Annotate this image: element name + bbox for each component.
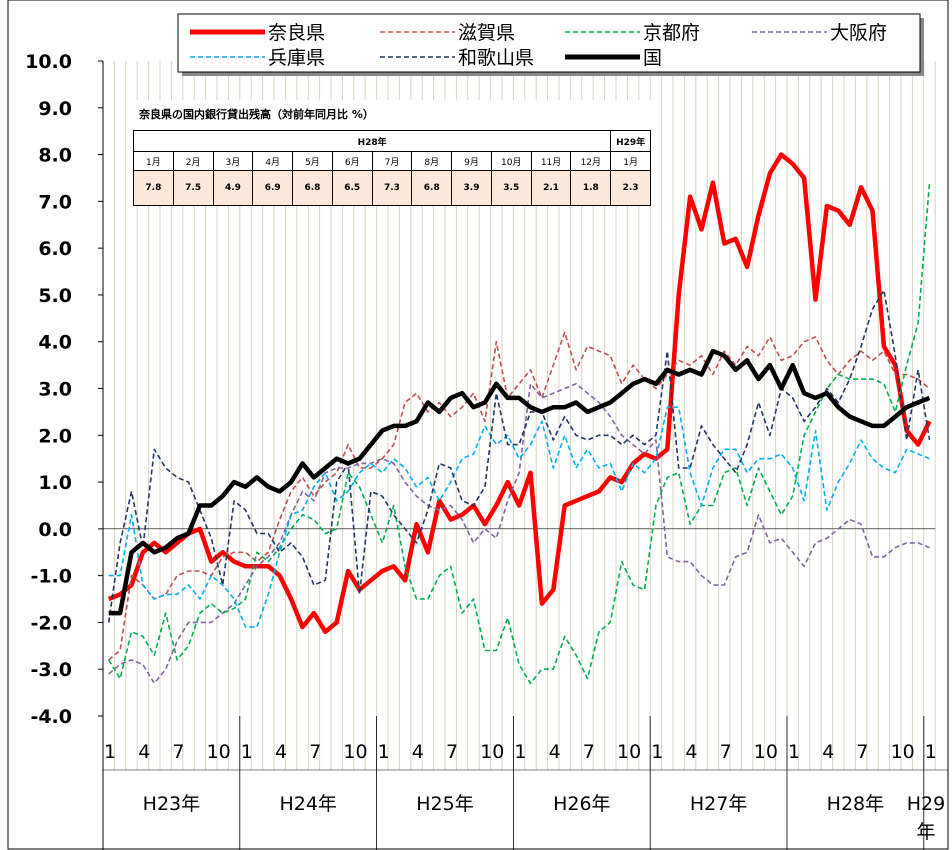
- table-month: 8月: [411, 151, 453, 171]
- table-month: 1月: [610, 151, 651, 171]
- x-tick-label: 1: [651, 741, 663, 763]
- y-tick-label: 7.0: [38, 191, 72, 213]
- table-month: 3月: [212, 151, 254, 171]
- table-value: 6.5: [331, 170, 373, 206]
- table-value: 3.5: [490, 170, 532, 206]
- x-tick-label: 1: [378, 741, 390, 763]
- x-tick-label: 1: [788, 741, 800, 763]
- table-value: 3.9: [451, 170, 492, 206]
- table-month: 7月: [371, 151, 413, 171]
- year-label: H25年: [416, 793, 473, 815]
- year-label: H28年: [827, 793, 884, 815]
- table-month: 2月: [172, 151, 214, 171]
- table-value: 2.3: [610, 170, 651, 206]
- x-tick-label: 1: [241, 741, 253, 763]
- year-label: H26年: [553, 793, 610, 815]
- y-tick-label: 0.0: [38, 519, 72, 541]
- table-value: 7.3: [371, 170, 413, 206]
- table-month: 11月: [530, 151, 572, 171]
- legend-label: 和歌山県: [458, 47, 534, 69]
- table-value: 2.1: [530, 170, 572, 206]
- table-header: H28年: [132, 130, 612, 152]
- x-tick-label: 7: [446, 741, 458, 763]
- y-tick-label: 5.0: [38, 285, 72, 307]
- table-value: 7.5: [172, 170, 214, 206]
- x-tick-label: 4: [822, 741, 834, 763]
- table-month: 4月: [252, 151, 294, 171]
- series-line: [108, 331, 931, 661]
- series-line: [108, 348, 931, 616]
- y-tick-label: 3.0: [38, 379, 72, 401]
- table-month: 12月: [570, 151, 612, 171]
- table-month: 10月: [490, 151, 532, 171]
- inset-title: 奈良県の国内銀行貸出残高（対前年同月比 %）: [139, 108, 374, 121]
- x-tick-label: 1: [925, 741, 937, 763]
- y-tick-label: 10.0: [25, 51, 72, 73]
- table-month: 5月: [292, 151, 333, 171]
- x-tick-label: 4: [685, 741, 697, 763]
- legend-box: [177, 13, 921, 73]
- table-value: 7.8: [133, 170, 174, 206]
- legend-label: 大阪府: [830, 22, 887, 44]
- x-tick-label: 7: [720, 741, 732, 763]
- x-tick-label: 10: [617, 741, 641, 763]
- legend-label: 奈良県: [268, 22, 325, 44]
- table-value: 6.8: [411, 170, 453, 206]
- y-tick-label: 2.0: [38, 425, 72, 447]
- y-tick-label: 1.0: [38, 472, 72, 494]
- x-tick-label: 4: [549, 741, 561, 763]
- year-label: H23年: [143, 793, 200, 815]
- y-tick-label: 8.0: [38, 145, 72, 167]
- x-tick-label: 7: [583, 741, 595, 763]
- year-label: H24年: [279, 793, 336, 815]
- frame: [7, 0, 949, 850]
- x-tick-label: 4: [412, 741, 424, 763]
- x-tick-label: 1: [514, 741, 526, 763]
- x-tick-label: 10: [480, 741, 504, 763]
- legend-label: 京都府: [643, 22, 700, 44]
- table-value: 4.9: [212, 170, 254, 206]
- y-tick-label: -2.0: [30, 612, 72, 634]
- x-tick-label: 7: [309, 741, 321, 763]
- series-line: [107, 152, 932, 635]
- table-month: 9月: [451, 151, 492, 171]
- x-tick-label: 10: [343, 741, 367, 763]
- series-line: [108, 406, 930, 628]
- y-tick-label: -4.0: [30, 706, 72, 728]
- inset-table: 奈良県の国内銀行貸出残高（対前年同月比 %） H28年 H29年 1月 2月 3月 4月…: [132, 100, 651, 206]
- x-tick-label: 10: [754, 741, 778, 763]
- y-tick-label: 6.0: [38, 238, 72, 260]
- year-label: H29年: [906, 793, 946, 843]
- series-line: [107, 289, 931, 623]
- table-month: 1月: [133, 151, 174, 171]
- x-tick-label: 10: [207, 741, 231, 763]
- series-line: [108, 182, 931, 685]
- y-tick-label: -3.0: [30, 659, 72, 681]
- table-month: 6月: [331, 151, 373, 171]
- series-line: [108, 382, 930, 685]
- table-header: H29年: [610, 130, 651, 152]
- table-value: 6.9: [252, 170, 294, 206]
- y-tick-label: 9.0: [38, 98, 72, 120]
- x-tick-label: 4: [275, 741, 287, 763]
- x-tick-label: 7: [172, 741, 184, 763]
- y-tick-label: 4.0: [38, 332, 72, 354]
- x-tick-label: 7: [856, 741, 868, 763]
- year-label: H27年: [690, 793, 747, 815]
- x-tick-label: 1: [104, 741, 116, 763]
- legend-label: 滋賀県: [458, 22, 515, 44]
- y-tick-label: -1.0: [30, 566, 72, 588]
- x-tick-label: 10: [891, 741, 915, 763]
- table-value: 6.8: [292, 170, 333, 206]
- table-value: 1.8: [570, 170, 612, 206]
- legend-label: 兵庫県: [268, 47, 325, 69]
- legend-label: 国: [643, 47, 662, 69]
- x-tick-label: 4: [138, 741, 150, 763]
- table: H28年 H29年 1月 2月 3月 4月 5月 6月 7月 8月 9月 10月 11月 12月 1月 7…: [132, 130, 651, 206]
